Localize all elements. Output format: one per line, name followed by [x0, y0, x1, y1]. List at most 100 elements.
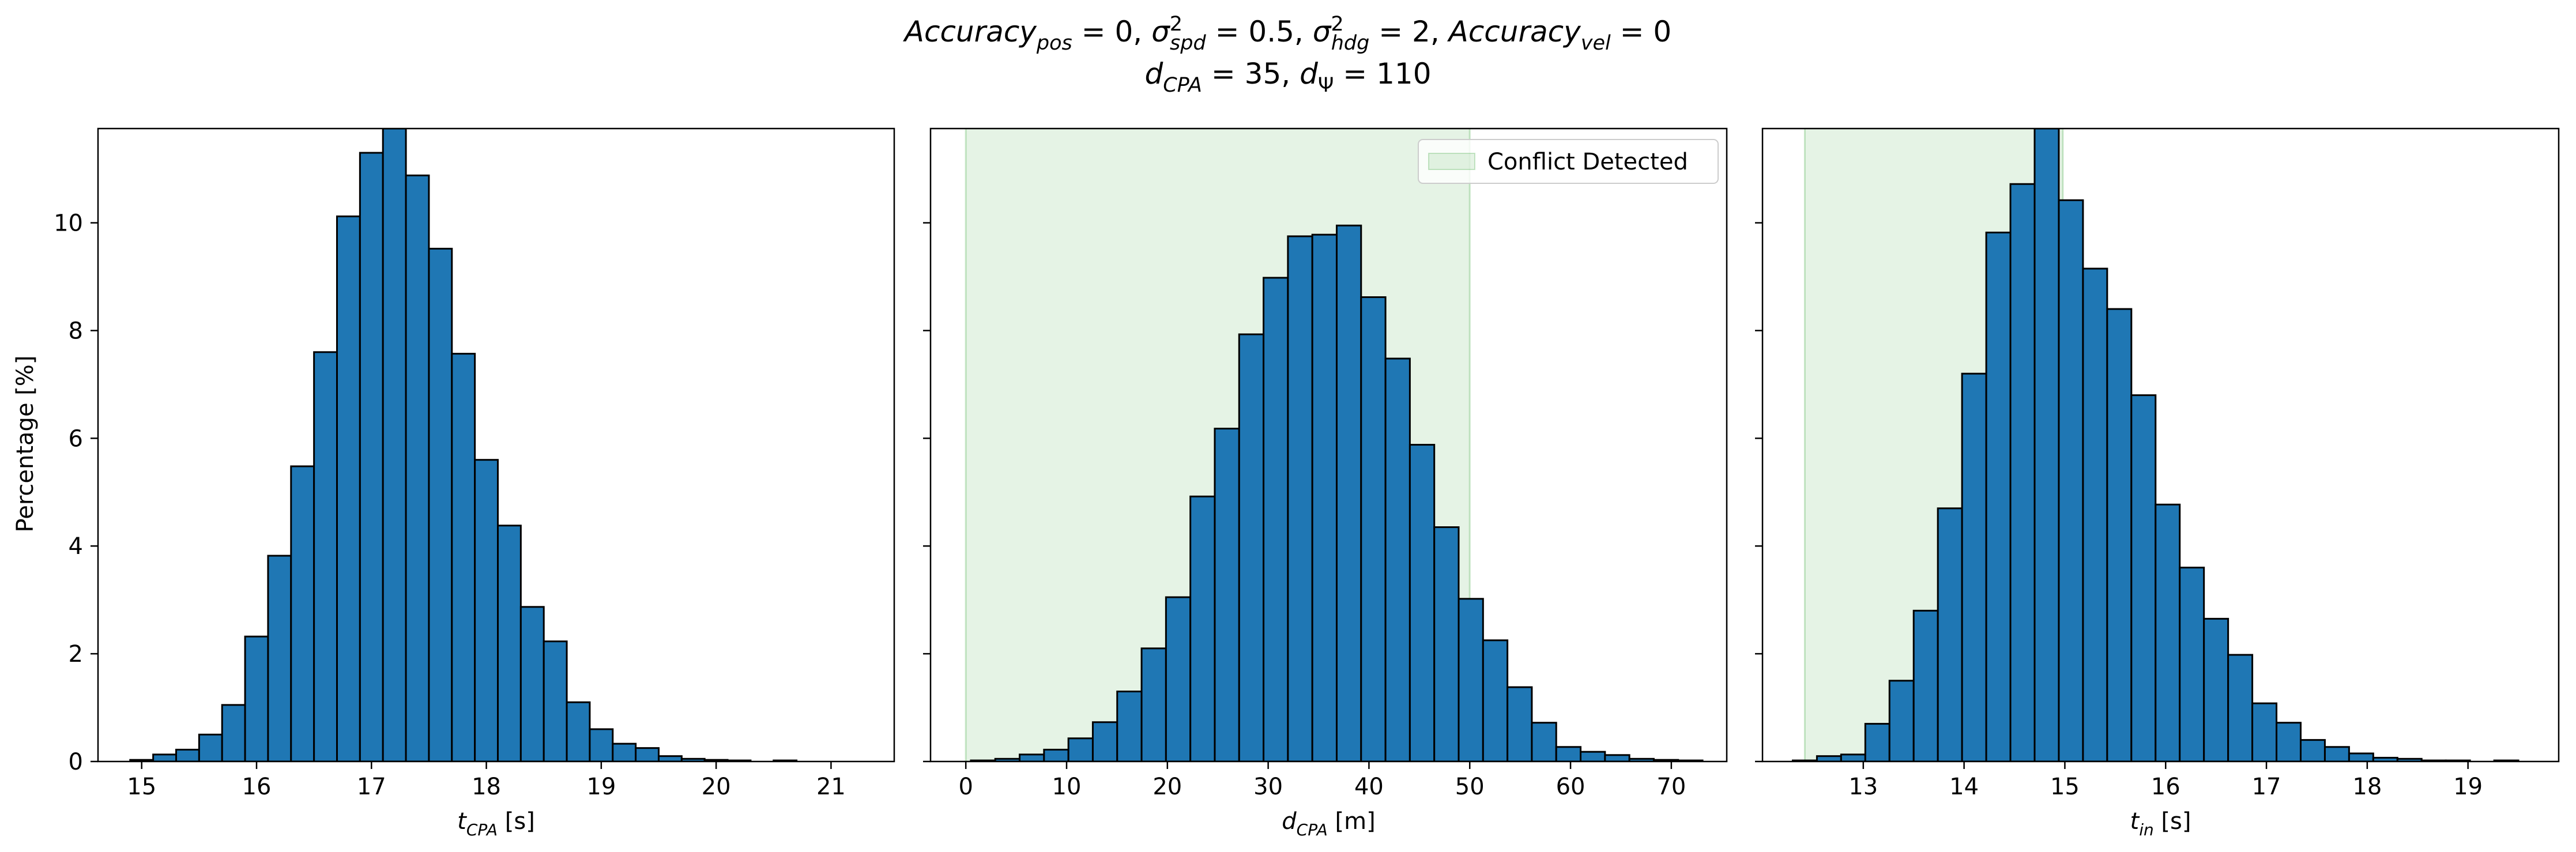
histogram-bar — [1864, 723, 1890, 761]
histogram-bar — [543, 640, 568, 761]
legend-swatch — [1428, 153, 1475, 170]
histogram-bar — [1360, 296, 1387, 761]
histogram-bar — [1287, 235, 1313, 761]
title-line-1-part: σ — [1313, 15, 1332, 48]
title-line-1-part: Accuracy — [1447, 15, 1582, 48]
x-tick-label: 18 — [472, 774, 501, 800]
histogram-bar — [2130, 394, 2157, 761]
histogram-bar — [2179, 567, 2205, 761]
x-axis-label-part: [m] — [1328, 808, 1376, 835]
histogram-bar — [1335, 224, 1362, 761]
title-line-1-part: σ — [1151, 15, 1170, 48]
histogram-bar — [1140, 647, 1167, 761]
histogram-bar — [1263, 277, 1289, 761]
axes-frame — [97, 127, 895, 763]
title-line-2-part: = 110 — [1334, 57, 1431, 91]
histogram-bar — [1214, 427, 1240, 761]
title-line-1-part: = 0, — [1072, 15, 1151, 48]
title-line-1-part: vel — [1581, 32, 1611, 55]
histogram-bar — [1408, 444, 1436, 761]
histogram-bar — [1604, 754, 1630, 761]
title-line-2-part: CPA — [1163, 74, 1202, 97]
panel-tin: 13 14 15 16 17 18 19 tin [s] — [1755, 127, 2560, 839]
histogram-bar — [2299, 739, 2326, 761]
histogram-bar — [2155, 503, 2181, 761]
histogram-bar — [221, 704, 246, 761]
histogram-bar — [2033, 129, 2060, 761]
title-line-1-part: 2 — [1331, 13, 1343, 36]
histogram-bar — [2082, 267, 2108, 761]
x-tick-label: 20 — [1153, 774, 1182, 800]
histogram-bar — [267, 555, 292, 761]
title-line-1-part: Accuracy — [903, 15, 1038, 48]
histogram-bar — [313, 351, 338, 761]
x-tick-label: 14 — [1949, 774, 1979, 800]
histogram-bar — [290, 465, 315, 761]
x-axis-label-part: t — [457, 808, 467, 835]
x-tick-label: 40 — [1354, 774, 1384, 800]
y-tick-label: 6 — [69, 425, 83, 452]
histogram-bar — [451, 353, 476, 761]
histogram-bar — [1091, 721, 1118, 761]
x-axis-label-part: in — [2139, 820, 2154, 839]
legend-label: Conflict Detected — [1487, 149, 1688, 175]
histogram-bar — [1189, 495, 1216, 761]
histogram-bar — [1482, 639, 1509, 761]
x-tick-label: 16 — [242, 774, 272, 800]
histogram-bar — [589, 728, 614, 761]
histogram-bar — [198, 733, 223, 761]
plot-area — [1791, 129, 2519, 761]
x-tick-label: 18 — [2352, 774, 2382, 800]
x-axis-label: tCPA [s] — [457, 808, 535, 839]
histogram-bar — [1507, 686, 1533, 761]
histogram-bar — [1433, 526, 1460, 761]
histogram-bar — [612, 742, 637, 761]
x-tick-label: 15 — [127, 774, 156, 800]
legend-box — [1418, 139, 1719, 184]
histogram-bar — [336, 215, 361, 761]
title-line-2: dCPA = 35, dΨ = 110 — [1144, 57, 1431, 97]
title-line-2-part: d — [1144, 57, 1163, 91]
title-line-2-part: d — [1300, 57, 1318, 91]
histogram-bar — [1384, 357, 1411, 761]
histogram-bar — [2251, 702, 2278, 761]
histogram-bar — [1019, 753, 1045, 761]
panel-dcpa: 0 10 20 30 40 50 60 70 dCPA [m] Conflict Detected — [923, 127, 1728, 839]
y-tick-label: 0 — [69, 749, 83, 775]
histogram-bar — [2276, 722, 2302, 761]
histogram-bar — [1580, 751, 1606, 761]
title-line-1-part: = 0.5, — [1206, 15, 1313, 48]
histogram-bar — [1816, 755, 1842, 761]
histogram-bar — [1165, 596, 1192, 761]
x-axis-label-part: [s] — [2154, 808, 2191, 835]
histogram-bar — [1531, 722, 1557, 761]
x-tick-label: 16 — [2151, 774, 2180, 800]
histogram-bar — [1116, 691, 1143, 761]
histogram-bar — [1458, 598, 1484, 761]
y-tick-label: 8 — [69, 318, 83, 344]
histogram-bar — [2203, 617, 2229, 761]
x-tick-label: 30 — [1253, 774, 1283, 800]
panel-tcpa: 15 16 17 18 19 20 21 0 2 4 6 8 10 tCPA [s] — [54, 127, 895, 839]
title-line-2-part: Ψ — [1318, 74, 1334, 97]
x-tick-label: 17 — [2252, 774, 2281, 800]
histogram-bar — [1311, 233, 1338, 761]
histogram-bar — [2058, 199, 2084, 761]
title-line-1: Accuracypos = 0, σ2 spd = 0.5, σ2 hdg = 2,… — [903, 13, 1672, 55]
histogram-bar — [635, 747, 660, 761]
histogram-bar — [566, 701, 591, 761]
x-tick-label: 17 — [357, 774, 386, 800]
x-tick-label: 60 — [1556, 774, 1585, 800]
histogram-bar — [657, 755, 683, 761]
y-tick-label: 4 — [69, 533, 83, 560]
histogram-bar — [2227, 654, 2254, 761]
histogram-bar — [405, 174, 430, 761]
histogram-bar — [382, 129, 407, 761]
histogram-bar — [152, 753, 178, 761]
y-tick-label: 10 — [54, 210, 83, 237]
plot-area — [965, 129, 1704, 761]
title-line-2-part: = 35, — [1202, 57, 1300, 91]
x-tick-label: 13 — [1848, 774, 1878, 800]
x-axis-label-part: [s] — [498, 808, 535, 835]
